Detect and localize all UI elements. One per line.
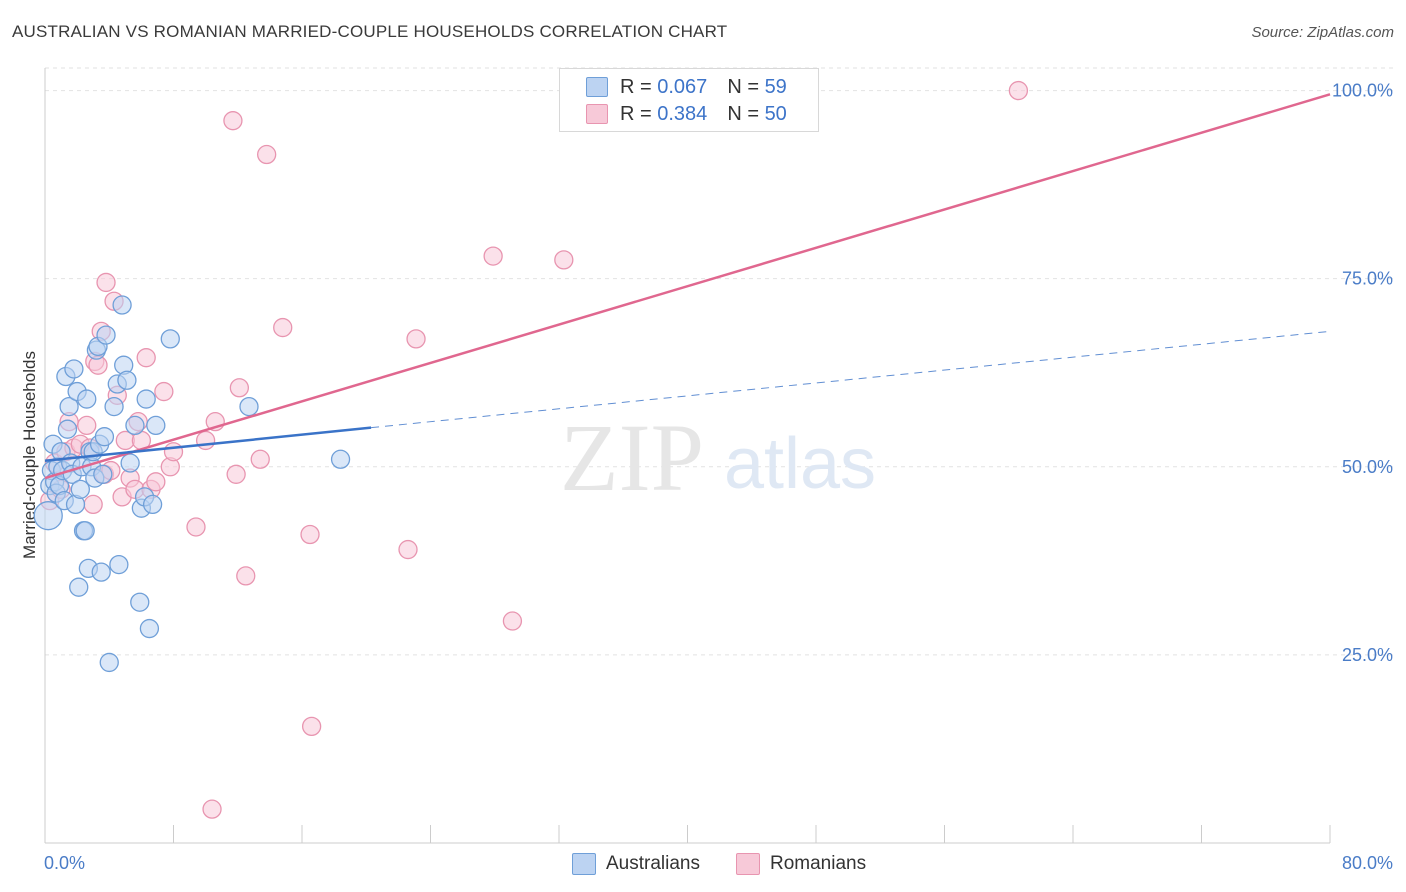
romanians-point <box>226 464 246 484</box>
y-axis-label: Married-couple Households <box>20 351 39 559</box>
romanians-point <box>202 799 222 819</box>
australians-n-value: 59 <box>764 75 787 98</box>
australians-point <box>120 453 140 473</box>
australians-point <box>239 396 259 417</box>
romanians-legend-label: Romanians <box>770 853 867 874</box>
australians-point <box>59 396 79 417</box>
romanians-swatch <box>586 104 608 124</box>
y-tick-label: 25.0% <box>1342 645 1393 665</box>
australians-point <box>75 521 95 541</box>
australians-trend-extension <box>371 330 1331 429</box>
bottom-legend-australians: Australians <box>572 852 700 876</box>
australians-point <box>125 415 145 436</box>
romanians-point <box>406 329 426 349</box>
australians-point <box>160 329 180 349</box>
australians-point <box>69 577 89 597</box>
romanians-point <box>136 348 156 368</box>
australians-point <box>64 359 84 379</box>
romanians-point <box>483 246 503 266</box>
australians-point <box>104 396 124 417</box>
australians-point <box>94 427 115 447</box>
chart-title: AUSTRALIAN VS ROMANIAN MARRIED-COUPLE HO… <box>12 22 728 41</box>
y-tick-label: 50.0% <box>1342 457 1393 477</box>
n-label: N = <box>727 75 759 98</box>
australians-legend-label: Australians <box>606 853 700 874</box>
romanians-r-value: 0.384 <box>657 102 708 125</box>
watermark-zip: ZIP <box>560 404 704 511</box>
australians-point <box>139 618 160 639</box>
australians-point <box>96 325 116 345</box>
bottom-legend-romanians: Romanians <box>736 852 866 876</box>
australians-point <box>57 419 78 439</box>
romanians-point <box>300 524 320 545</box>
australians-point <box>117 370 137 390</box>
australians-r-value: 0.067 <box>657 75 708 98</box>
australians-trend-line <box>44 426 372 463</box>
australians-point <box>93 464 113 484</box>
n-label: N = <box>727 102 759 125</box>
romanians-point <box>502 611 523 631</box>
romanians-point <box>398 539 418 560</box>
y-tick-label: 100.0% <box>1332 81 1393 101</box>
australians-point <box>70 479 90 500</box>
romanians-point <box>223 111 243 131</box>
australians-point <box>109 554 129 575</box>
romanians-point <box>96 272 116 293</box>
romanians-point <box>250 449 270 469</box>
x-tick-label: 0.0% <box>44 853 85 873</box>
australians-point <box>33 501 63 531</box>
romanians-point <box>1008 80 1029 101</box>
romanians-point <box>77 415 97 436</box>
correlation-legend: R = 0.067 N = 59 R = 0.384 N = 50 <box>559 68 819 132</box>
y-tick-label: 75.0% <box>1342 269 1393 289</box>
australians-point <box>142 494 163 515</box>
r-label: R = <box>620 75 652 98</box>
watermark-atlas: atlas <box>724 424 876 504</box>
australians-swatch <box>586 77 608 97</box>
legend-row-australians: R = 0.067 N = 59 <box>586 75 787 99</box>
australians-point <box>99 652 119 673</box>
romanians-point <box>301 716 322 737</box>
x-tick-label: 80.0% <box>1342 853 1393 873</box>
romanians-n-value: 50 <box>764 102 787 125</box>
romanians-trend-line <box>44 93 1331 480</box>
australians-point <box>130 592 150 612</box>
romanians-point <box>554 250 574 270</box>
romanians-point <box>146 472 166 492</box>
romanians-point <box>273 317 293 338</box>
romanians-legend-swatch <box>736 853 760 875</box>
australians-point <box>77 389 97 409</box>
romanians-point <box>186 517 206 537</box>
r-label: R = <box>620 102 652 125</box>
australians-point <box>91 562 111 582</box>
australians-legend-swatch <box>572 853 596 875</box>
australians-point <box>136 389 156 409</box>
romanians-point <box>83 494 103 515</box>
source-label: Source: ZipAtlas.com <box>1251 24 1394 41</box>
romanians-point <box>163 442 184 462</box>
australians-point <box>146 415 166 436</box>
australians-point <box>330 449 351 469</box>
legend-row-romanians: R = 0.384 N = 50 <box>586 102 787 126</box>
romanians-point <box>154 381 174 402</box>
romanians-point <box>257 144 277 165</box>
romanians-point <box>195 430 216 451</box>
romanians-point <box>229 378 250 398</box>
romanians-point <box>236 566 256 586</box>
australians-point <box>112 295 132 315</box>
